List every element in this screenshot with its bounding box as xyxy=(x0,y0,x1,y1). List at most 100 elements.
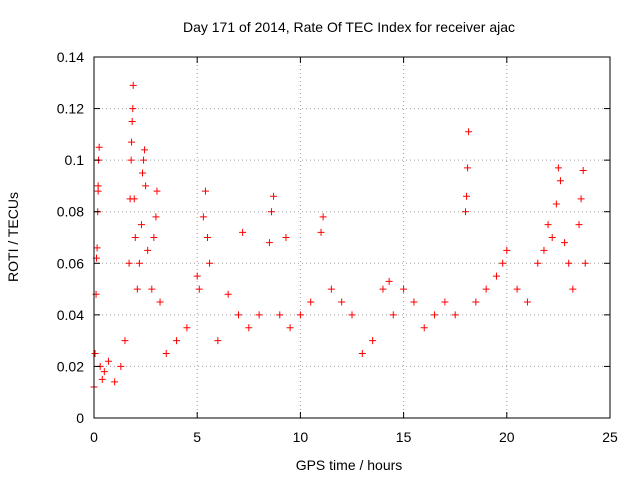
data-point xyxy=(104,357,112,365)
data-point xyxy=(569,285,577,293)
data-point xyxy=(472,298,480,306)
data-point xyxy=(462,208,470,216)
data-point xyxy=(463,192,471,200)
data-points xyxy=(90,81,589,391)
data-point xyxy=(268,208,276,216)
data-point xyxy=(503,246,511,254)
data-point xyxy=(492,272,500,280)
x-tick-label: 5 xyxy=(193,429,201,445)
data-point xyxy=(150,234,158,241)
data-point xyxy=(129,105,137,113)
x-tick-label: 25 xyxy=(602,429,618,445)
y-axis-label: ROTI / TECUs xyxy=(5,192,21,282)
data-point xyxy=(282,234,290,241)
data-point xyxy=(156,298,164,306)
data-point xyxy=(540,246,548,254)
data-point xyxy=(193,272,201,280)
data-point xyxy=(552,200,560,208)
data-point xyxy=(579,166,587,174)
data-point xyxy=(148,285,156,293)
data-point xyxy=(534,259,542,267)
data-point xyxy=(410,298,418,306)
data-point xyxy=(348,311,356,319)
data-point xyxy=(577,195,585,203)
data-point xyxy=(204,234,212,241)
chart-title: Day 171 of 2014, Rate Of TEC Index for r… xyxy=(183,19,515,35)
data-point xyxy=(554,164,562,172)
grid-lines xyxy=(94,57,610,418)
data-point xyxy=(245,324,253,332)
data-point xyxy=(369,337,377,345)
data-point xyxy=(565,259,573,267)
data-point xyxy=(441,298,449,306)
data-point xyxy=(91,350,99,358)
data-point xyxy=(575,221,583,229)
data-point xyxy=(385,277,393,285)
data-point xyxy=(137,221,145,229)
data-point xyxy=(389,311,397,319)
data-point xyxy=(129,81,137,89)
data-point xyxy=(270,192,278,200)
data-point xyxy=(286,324,294,332)
data-point xyxy=(358,350,366,358)
data-point xyxy=(206,259,214,267)
data-point xyxy=(400,285,408,293)
data-point xyxy=(162,350,170,358)
data-point xyxy=(142,182,150,190)
data-point xyxy=(183,324,191,332)
data-point xyxy=(94,182,102,190)
x-tick-label: 15 xyxy=(396,429,412,445)
data-point xyxy=(140,156,148,164)
y-tick-label: 0.1 xyxy=(65,152,85,168)
data-point xyxy=(173,337,181,345)
data-point xyxy=(548,234,556,241)
data-point xyxy=(100,368,108,376)
data-point xyxy=(201,187,209,195)
data-point xyxy=(153,187,161,195)
x-tick-label: 10 xyxy=(293,429,309,445)
data-point xyxy=(239,228,247,236)
data-point xyxy=(141,146,149,154)
x-tick-label: 20 xyxy=(499,429,515,445)
data-point xyxy=(420,324,428,332)
data-point xyxy=(523,298,531,306)
data-point xyxy=(513,285,521,293)
data-point xyxy=(556,177,564,185)
data-point xyxy=(117,362,125,370)
data-point xyxy=(296,311,304,319)
data-point xyxy=(319,213,327,221)
data-point xyxy=(431,311,439,319)
data-point xyxy=(133,285,141,293)
y-tick-label: 0 xyxy=(76,410,84,426)
data-point xyxy=(125,259,133,267)
data-point xyxy=(199,213,207,221)
axis-ticks: 0 0.02 0.04 0.06 0.08 0.1 0.12 0.14 0 5 10 15 20 25 xyxy=(57,49,618,445)
data-point xyxy=(152,213,160,221)
data-point xyxy=(95,143,103,151)
data-point xyxy=(544,221,552,229)
plot-frame xyxy=(93,56,611,419)
data-point xyxy=(135,259,143,267)
data-point xyxy=(499,259,507,267)
data-point xyxy=(121,337,129,345)
data-point xyxy=(128,138,136,146)
data-point xyxy=(465,128,473,136)
data-point xyxy=(93,244,101,252)
data-point xyxy=(307,298,315,306)
data-point xyxy=(128,117,136,125)
data-point xyxy=(130,195,138,203)
data-point xyxy=(234,311,242,319)
data-point xyxy=(581,259,589,267)
data-point xyxy=(144,246,152,254)
x-tick-label: 0 xyxy=(90,429,98,445)
data-point xyxy=(379,285,387,293)
data-point xyxy=(111,378,119,386)
y-tick-label: 0.06 xyxy=(57,255,84,271)
data-point xyxy=(317,228,325,236)
y-tick-label: 0.08 xyxy=(57,204,84,220)
data-point xyxy=(214,337,222,345)
y-tick-label: 0.12 xyxy=(57,101,84,117)
data-point xyxy=(451,311,459,319)
